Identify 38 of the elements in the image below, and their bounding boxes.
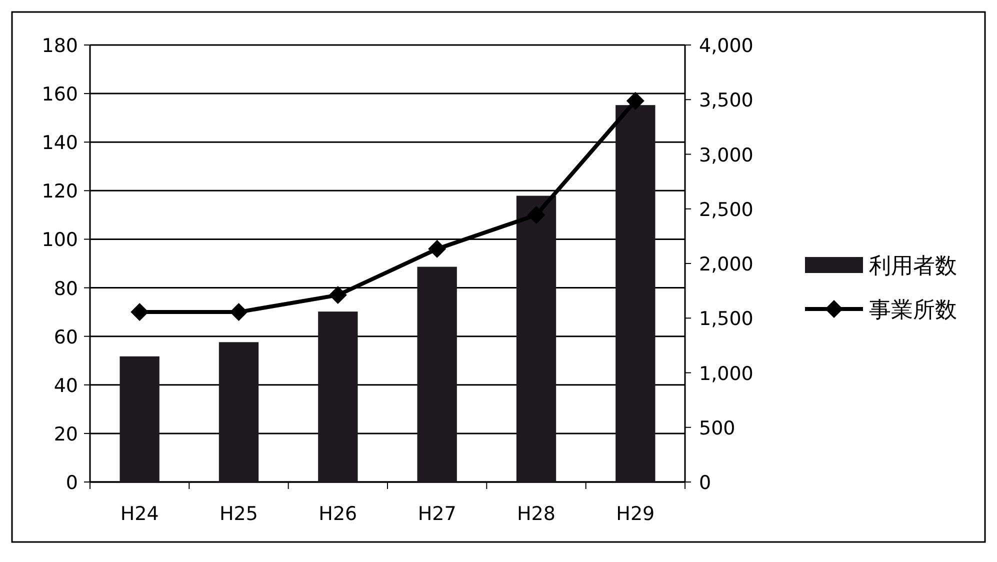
bar (120, 356, 160, 482)
y-tick-label: 120 (42, 180, 78, 203)
y2-tick-label: 0 (699, 472, 712, 494)
y2-tick-label: 1,500 (699, 308, 754, 330)
y-tick-label: 160 (42, 84, 78, 106)
point (428, 240, 446, 258)
bar (417, 266, 457, 482)
y2-tick-label: 3,500 (699, 90, 754, 112)
y-tick-label: 40 (54, 374, 78, 397)
y2-tick-label: 1,000 (699, 362, 754, 385)
y2-tick-label: 500 (699, 417, 736, 440)
x-tick-label: H28 (517, 503, 556, 525)
y-tick-label: 180 (42, 35, 78, 57)
x-tick-label: H26 (318, 503, 358, 525)
y-tick-label: 100 (42, 229, 78, 252)
y2-tick-label: 2,500 (699, 198, 754, 221)
y-tick-label: 20 (54, 423, 78, 446)
point (328, 286, 347, 304)
y-tick-label: 140 (42, 132, 78, 154)
bar (318, 312, 358, 482)
point (626, 92, 644, 110)
y-tick-label: 80 (54, 278, 78, 300)
point (230, 303, 248, 322)
y2-tick-label: 3,000 (699, 144, 754, 166)
y2-tick-label: 2,000 (699, 254, 754, 276)
x-tick-label: H29 (616, 503, 655, 525)
point (527, 206, 546, 224)
y-tick-label: 60 (54, 326, 78, 348)
y2-tick-label: 4,000 (699, 35, 754, 57)
bar (218, 342, 259, 482)
bar (516, 196, 556, 482)
y-tick-label: 0 (66, 472, 78, 494)
bar (616, 105, 656, 482)
x-tick-label: H27 (418, 503, 456, 525)
legend-label: 事業所数 (869, 298, 957, 323)
x-tick-label: H24 (120, 503, 159, 525)
legend-label: 利用者数 (869, 254, 957, 279)
x-tick-label: H25 (220, 503, 258, 525)
